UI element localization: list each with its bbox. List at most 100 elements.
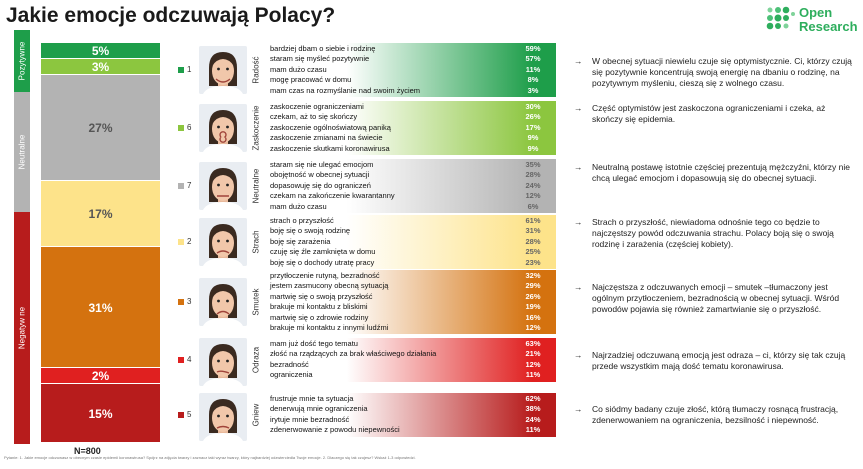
rank-number: 6	[187, 123, 192, 132]
reason-value: 28%	[525, 236, 541, 246]
rank-number: 7	[187, 181, 192, 190]
emotion-row-gniew: 5 Gniew frustruje mnie ta sytuacja 62% dener…	[178, 393, 556, 441]
emotion-row-neutralne: 7 Neutralne staram się nie ulegać emocjom 3…	[178, 159, 556, 213]
reason-item: staram się myśleć pozytywnie 57%	[265, 54, 556, 64]
face-photo-odraza	[199, 338, 247, 386]
reason-value: 30%	[525, 102, 541, 111]
face-photo-zaskoczenie	[199, 104, 247, 152]
side-label-positive: Pozytywne	[17, 41, 27, 81]
emotion-name: Radość	[250, 43, 262, 97]
reason-item: zdenerwowanie z powodu niepewności 11%	[265, 425, 556, 435]
reason-item: denerwują mnie ograniczenia 38%	[265, 404, 556, 414]
reason-value: 61%	[525, 216, 541, 225]
reason-text: irytuje mnie bezradność	[270, 414, 350, 424]
arrow-right-icon: →	[574, 217, 583, 227]
rank-marker: 3	[178, 297, 191, 306]
stack-segment-label: 27%	[88, 121, 113, 135]
reason-item: obojętność w obecnej sytuacji 28%	[265, 170, 556, 180]
reason-value: 63%	[525, 339, 541, 348]
rank-number: 1	[187, 65, 192, 74]
emotion-name: Gniew	[250, 393, 262, 437]
rank-marker: 1	[178, 65, 191, 74]
stack-segment-label: 17%	[88, 207, 113, 221]
reason-value: 32%	[525, 271, 541, 280]
emotion-name-text: Smutek	[251, 288, 261, 316]
rank-marker: 2	[178, 237, 191, 246]
reason-text: jestem zasmucony obecną sytuacją	[270, 281, 389, 291]
reason-item: boję się o dochody utratę pracy 23%	[265, 258, 556, 268]
stack-segment-strach: 17%	[41, 181, 160, 247]
reason-item: martwię się o zdrowie rodziny 16%	[265, 313, 556, 323]
reason-item: mam dużo czasu 11%	[265, 65, 556, 75]
reason-text: brakuje mi kontaktu z innymi ludźmi	[270, 323, 389, 332]
reason-item: czekam, aż to się skończy 26%	[265, 112, 556, 122]
side-band-neutral: Neutralne	[14, 92, 30, 212]
reason-text: bezradność	[270, 359, 309, 369]
stack-segment-smutek: 31%	[41, 247, 160, 368]
emotion-name-text: Gniew	[251, 403, 261, 427]
side-band-negative: Negatyw ne	[14, 212, 30, 444]
side-band-positive: Pozytywne	[14, 30, 30, 92]
reason-text: bardziej dbam o siebie i rodzinę	[270, 44, 376, 53]
arrow-right-icon: →	[574, 282, 583, 292]
emotion-row-zaskoczenie: 6 Zaskoczenie zaskoczenie ograniczeniami 30…	[178, 101, 556, 155]
emotion-name: Odraza	[250, 338, 262, 382]
rank-color-square	[178, 182, 184, 189]
reason-value: 3%	[527, 85, 539, 95]
side-label-negative: Negatyw ne	[17, 306, 27, 350]
reason-text: zaskoczenie ogólnoświatową paniką	[270, 122, 391, 132]
reason-value: 57%	[525, 54, 541, 64]
reason-value: 19%	[525, 302, 541, 312]
reason-value: 11%	[525, 64, 541, 74]
emotion-row-strach: 2 Strach strach o przyszłość 61% boję się o …	[178, 215, 556, 269]
comment-text: W obecnej sytuacji niewielu czuje się op…	[592, 56, 852, 88]
stack-segment-odraza: 2%	[41, 368, 160, 384]
reason-item: frustruje mnie ta sytuacja 62%	[265, 394, 556, 404]
stack-segment-label: 15%	[88, 406, 113, 421]
reason-text: staram się myśleć pozytywnie	[270, 54, 370, 64]
reason-text: zaskoczenie ograniczeniami	[270, 102, 364, 111]
reason-item: czuję się źle zamknięta w domu 25%	[265, 247, 556, 257]
reason-value: 29%	[525, 281, 541, 291]
reason-text: brakuje mi kontaktu z bliskimi	[270, 302, 368, 312]
logo-text: Open Research	[799, 5, 858, 34]
reason-text: boję się o dochody utratę pracy	[270, 257, 375, 267]
rank-color-square	[178, 124, 184, 131]
emotion-name: Strach	[250, 215, 262, 269]
page-title: Jakie emocje odczuwają Polacy?	[6, 4, 336, 27]
reason-item: jestem zasmucony obecną sytuacją 29%	[265, 281, 556, 291]
reason-value: 12%	[525, 323, 541, 332]
arrow-right-icon: →	[574, 103, 583, 113]
reason-item: boję się zarażenia 28%	[265, 237, 556, 247]
rank-marker: 7	[178, 181, 191, 190]
rank-marker: 5	[178, 410, 191, 419]
reason-value: 17%	[525, 122, 541, 132]
reason-text: mogę pracować w domu	[270, 75, 352, 85]
comment-text: Co siódmy badany czuje złość, którą tłum…	[592, 404, 839, 425]
reason-text: martwię się o swoją przyszłość	[270, 291, 373, 301]
reason-value: 9%	[527, 133, 539, 143]
footnote: Pytanie: 1. Jakie emocje odczuwasz w obe…	[4, 455, 416, 460]
reason-item: mogę pracować w domu 8%	[265, 75, 556, 85]
reason-item: irytuje mnie bezradność 24%	[265, 415, 556, 425]
emotion-name-text: Odraza	[251, 346, 261, 374]
reason-item: zaskoczenie skutkami koronawirusa 9%	[265, 144, 556, 154]
reason-text: czekam, aż to się skończy	[270, 112, 358, 122]
rank-number: 5	[187, 410, 192, 419]
emotion-name-text: Radość	[251, 56, 261, 84]
reason-item: brakuje mi kontaktu z bliskimi 19%	[265, 302, 556, 312]
reason-text: denerwują mnie ograniczenia	[270, 404, 368, 414]
reason-item: dopasowuję się do ograniczeń 24%	[265, 181, 556, 191]
reason-item: strach o przyszłość 61%	[265, 216, 556, 226]
stack-gap	[41, 442, 160, 444]
reason-text: mam dużo czasu	[270, 64, 327, 74]
rank-number: 3	[187, 297, 192, 306]
reason-text: czuję się źle zamknięta w domu	[270, 247, 376, 257]
reason-text: dopasowuję się do ograniczeń	[270, 180, 371, 190]
reason-item: ograniczenia 11%	[265, 370, 556, 380]
reason-text: boję się o swoją rodzinę	[270, 226, 351, 236]
reason-text: obojętność w obecnej sytuacji	[270, 170, 370, 180]
face-photo-radość	[199, 46, 247, 94]
reason-item: mam dużo czasu 6%	[265, 202, 556, 212]
rank-color-square	[178, 238, 184, 245]
